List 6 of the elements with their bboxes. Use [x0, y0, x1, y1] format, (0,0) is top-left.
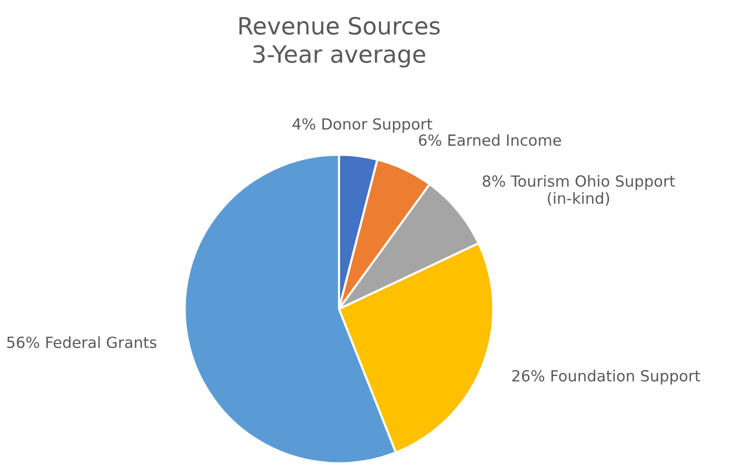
- chart-title: Revenue Sources 3-Year average: [239, 16, 440, 68]
- slice-label: 56% Federal Grants: [7, 336, 156, 348]
- slice-label: 6% Earned Income: [418, 134, 561, 146]
- slice-label: 26% Foundation Support: [512, 370, 700, 385]
- slice-label: 4% Donor Support: [292, 118, 432, 133]
- slice-label: 8% Tourism Ohio Support (in-kind): [482, 175, 675, 206]
